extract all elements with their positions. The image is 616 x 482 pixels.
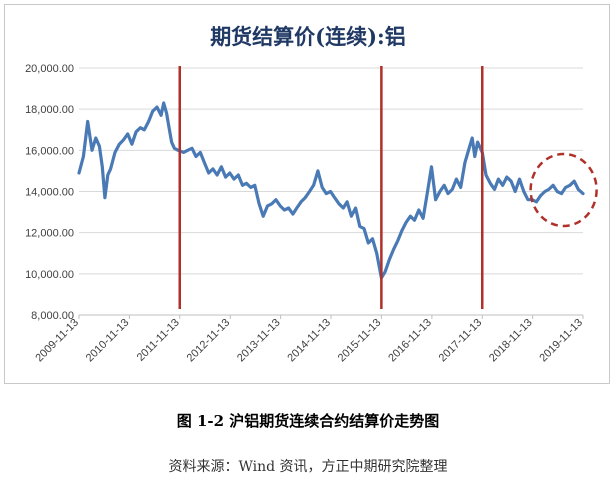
x-tick-label: 2012-11-13 [185, 317, 233, 365]
y-tick-label: 8,000.00 [31, 310, 74, 322]
y-tick-label: 20,000.00 [25, 63, 74, 75]
chart-frame: 期货结算价(连续):铝 8,000.00 10,000.00 12,000.00 14… [4, 4, 610, 384]
price-series-line [77, 101, 585, 280]
x-tick-label: 2017-11-13 [437, 317, 485, 365]
figure-caption: 图 1-2 沪铝期货连续合约结算价走势图 [176, 412, 440, 430]
y-tick-label: 16,000.00 [25, 145, 74, 157]
chart-svg: 8,000.00 10,000.00 12,000.00 14,000.00 16,00… [25, 63, 598, 365]
y-tick-label: 18,000.00 [25, 104, 74, 116]
x-tick-label: 2013-11-13 [235, 317, 283, 365]
x-tick-label: 2009-11-13 [33, 317, 81, 365]
x-tick-label: 2014-11-13 [285, 317, 333, 365]
chart-title: 期货结算价(连续):铝 [210, 24, 406, 49]
x-tick-label: 2011-11-13 [135, 317, 182, 364]
highlight-circle [529, 152, 598, 228]
x-tick-label: 2015-11-13 [336, 317, 384, 365]
x-tick-label: 2010-11-13 [84, 317, 132, 365]
y-tick-label: 14,000.00 [25, 187, 74, 199]
y-tick-label: 10,000.00 [25, 269, 74, 281]
x-tick-label: 2016-11-13 [386, 317, 434, 365]
x-tick-label: 2018-11-13 [487, 317, 535, 365]
figure-source: 资料来源：Wind 资讯，方正中期研究院整理 [168, 459, 448, 475]
y-tick-label: 12,000.00 [25, 228, 74, 240]
x-tick-label: 2019-11-13 [537, 317, 585, 365]
